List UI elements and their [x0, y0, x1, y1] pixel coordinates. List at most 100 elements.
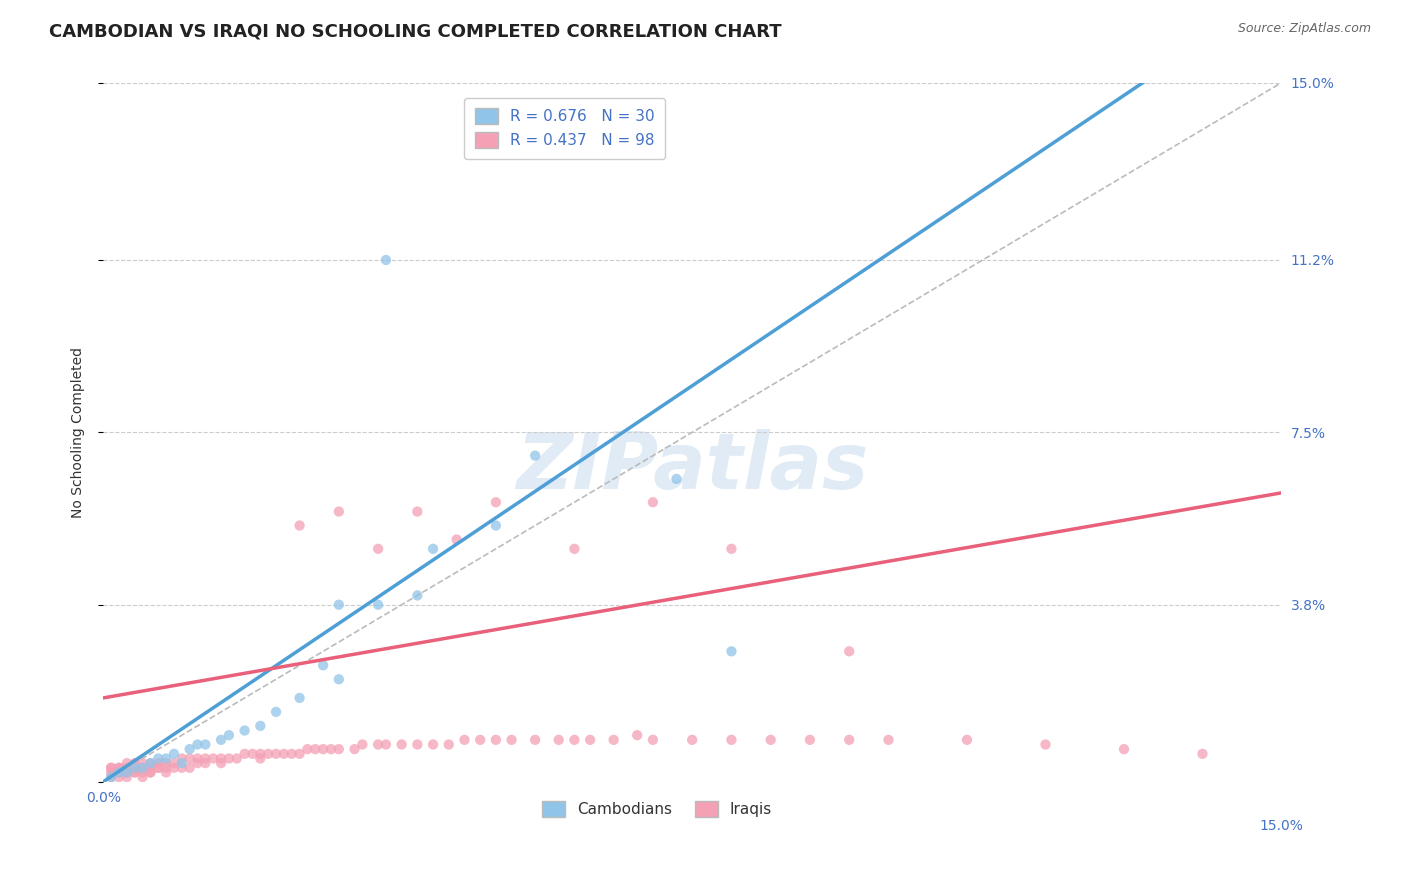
Point — [108, 761, 131, 775]
Point — [233, 723, 256, 738]
Point — [155, 751, 177, 765]
Point — [304, 742, 326, 756]
Point — [218, 728, 240, 742]
Point — [1112, 742, 1135, 756]
Point — [209, 756, 232, 771]
Point — [280, 747, 302, 761]
Point — [155, 756, 177, 771]
Point — [202, 751, 225, 765]
Point — [148, 761, 170, 775]
Point — [179, 761, 201, 775]
Point — [209, 751, 232, 765]
Point — [470, 732, 492, 747]
Point — [375, 252, 398, 267]
Point — [799, 732, 821, 747]
Point — [422, 541, 444, 556]
Point — [1191, 747, 1213, 761]
Point — [170, 756, 193, 771]
Point — [170, 761, 193, 775]
Point — [131, 756, 153, 771]
Point — [194, 751, 217, 765]
Y-axis label: No Schooling Completed: No Schooling Completed — [72, 347, 86, 518]
Point — [124, 765, 146, 780]
Point — [501, 732, 523, 747]
Point — [139, 756, 162, 771]
Point — [288, 690, 311, 705]
Legend: Cambodians, Iraqis: Cambodians, Iraqis — [536, 795, 778, 823]
Point — [163, 747, 186, 761]
Point — [100, 770, 122, 784]
Point — [170, 751, 193, 765]
Point — [186, 756, 208, 771]
Point — [218, 751, 240, 765]
Point — [437, 738, 460, 752]
Point — [257, 747, 280, 761]
Point — [233, 747, 256, 761]
Point — [264, 705, 287, 719]
Point — [626, 728, 648, 742]
Point — [115, 756, 138, 771]
Point — [641, 495, 664, 509]
Point — [422, 738, 444, 752]
Point — [108, 770, 131, 784]
Point — [602, 732, 624, 747]
Point — [328, 504, 350, 518]
Point — [524, 732, 547, 747]
Point — [186, 738, 208, 752]
Point — [139, 761, 162, 775]
Text: CAMBODIAN VS IRAQI NO SCHOOLING COMPLETED CORRELATION CHART: CAMBODIAN VS IRAQI NO SCHOOLING COMPLETE… — [49, 22, 782, 40]
Point — [163, 761, 186, 775]
Point — [328, 673, 350, 687]
Point — [108, 761, 131, 775]
Point — [406, 504, 429, 518]
Point — [328, 598, 350, 612]
Point — [124, 765, 146, 780]
Point — [453, 732, 475, 747]
Point — [312, 742, 335, 756]
Point — [547, 732, 569, 747]
Point — [249, 747, 271, 761]
Point — [225, 751, 247, 765]
Point — [391, 738, 413, 752]
Point — [485, 732, 508, 747]
Point — [209, 732, 232, 747]
Point — [665, 472, 688, 486]
Point — [179, 751, 201, 765]
Point — [720, 644, 742, 658]
Point — [100, 770, 122, 784]
Point — [100, 765, 122, 780]
Point — [155, 765, 177, 780]
Point — [124, 761, 146, 775]
Point — [139, 765, 162, 780]
Point — [115, 765, 138, 780]
Point — [720, 732, 742, 747]
Point — [148, 756, 170, 771]
Point — [108, 765, 131, 780]
Point — [367, 598, 389, 612]
Point — [148, 751, 170, 765]
Point — [194, 738, 217, 752]
Point — [681, 732, 703, 747]
Point — [877, 732, 900, 747]
Point — [131, 770, 153, 784]
Point — [163, 756, 186, 771]
Point — [319, 742, 342, 756]
Point — [100, 761, 122, 775]
Point — [367, 541, 389, 556]
Point — [115, 761, 138, 775]
Point — [124, 761, 146, 775]
Point — [564, 541, 586, 556]
Point — [838, 644, 860, 658]
Point — [406, 738, 429, 752]
Point — [242, 747, 264, 761]
Point — [155, 761, 177, 775]
Point — [124, 756, 146, 771]
Point — [564, 732, 586, 747]
Point — [249, 719, 271, 733]
Point — [838, 732, 860, 747]
Point — [352, 738, 374, 752]
Point — [956, 732, 979, 747]
Point — [579, 732, 602, 747]
Point — [641, 732, 664, 747]
Point — [406, 589, 429, 603]
